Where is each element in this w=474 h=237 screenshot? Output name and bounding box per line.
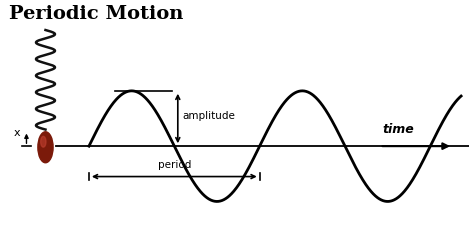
Text: time: time [383,123,414,136]
Text: period: period [157,160,191,170]
Text: Periodic Motion: Periodic Motion [9,5,184,23]
Text: x: x [14,128,20,138]
Circle shape [41,136,46,147]
Text: amplitude: amplitude [182,111,235,121]
Circle shape [38,132,53,163]
